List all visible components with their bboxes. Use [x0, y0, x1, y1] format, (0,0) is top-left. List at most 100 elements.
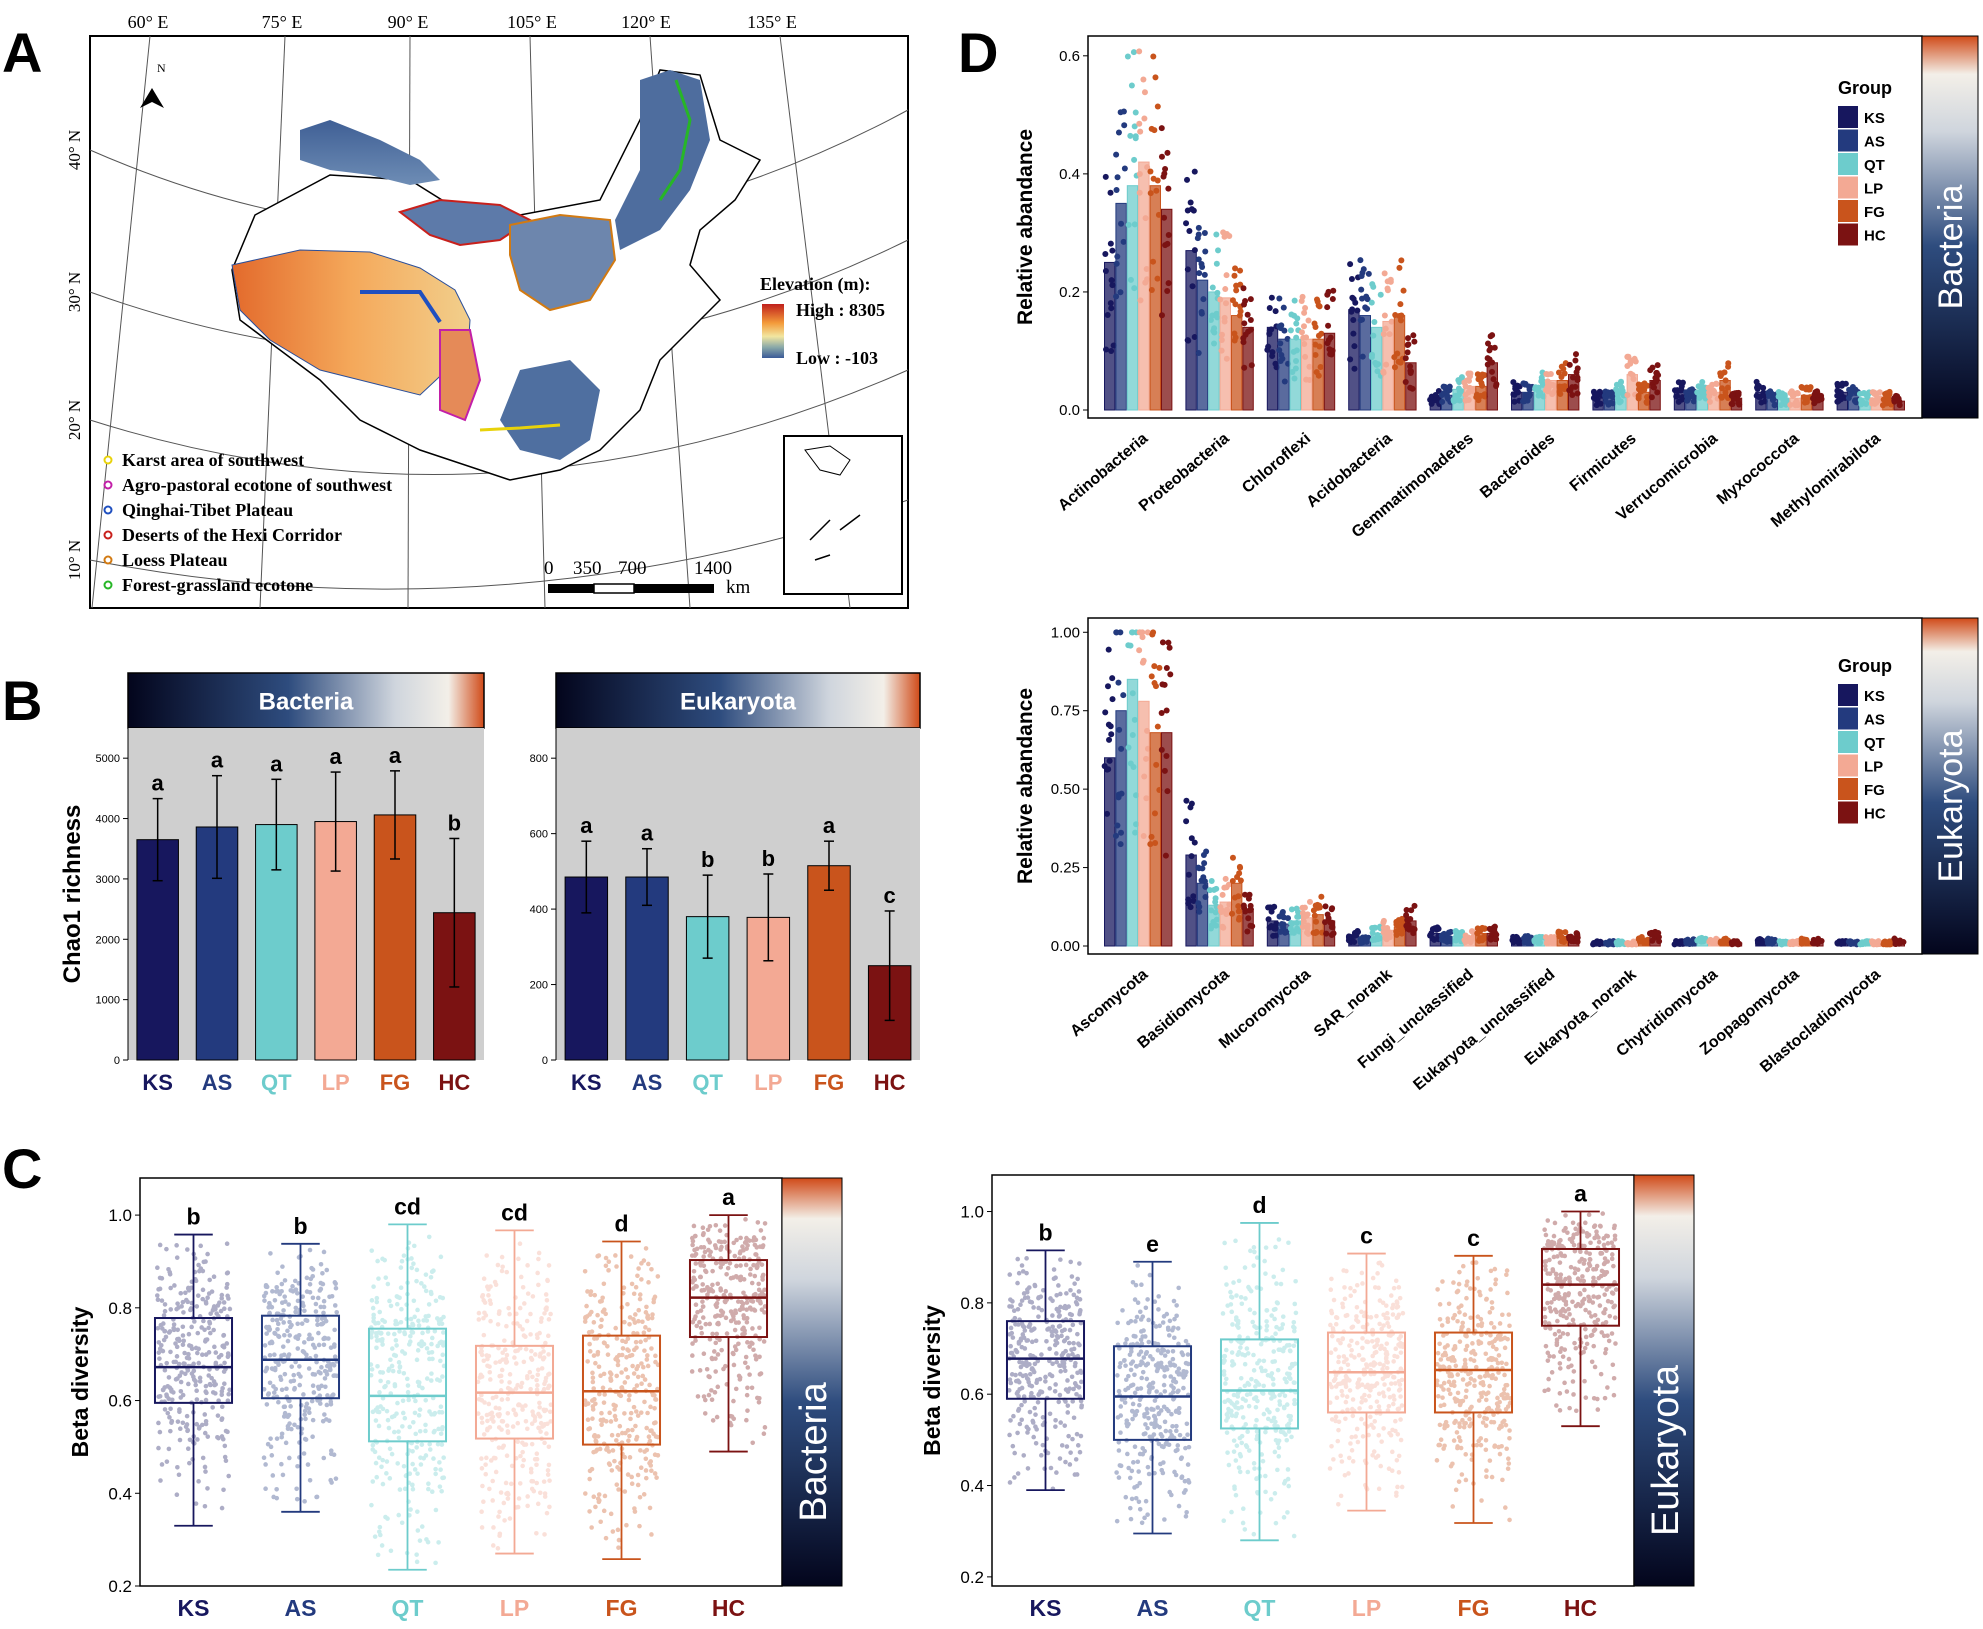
point-ks	[168, 1387, 174, 1392]
point-as	[315, 1384, 321, 1390]
point-ks	[1072, 1363, 1078, 1369]
point-as	[281, 1404, 287, 1410]
point-lp	[1336, 1338, 1341, 1343]
point-ks	[175, 1336, 180, 1342]
point-lp	[1397, 1344, 1403, 1349]
point-lp	[547, 1478, 552, 1483]
point-qt	[386, 1368, 391, 1373]
x-tick-label-lp: LP	[754, 1070, 782, 1095]
point-as	[288, 1324, 293, 1330]
point-as	[321, 1336, 326, 1342]
point-fg	[601, 1508, 607, 1514]
point-qt	[1263, 1368, 1268, 1374]
point-lp	[1339, 1459, 1345, 1464]
point-lp	[1336, 1419, 1342, 1425]
point-hc	[708, 1249, 713, 1255]
point-ks	[1013, 1321, 1018, 1327]
point-fg	[1463, 1452, 1469, 1457]
point-lp	[1340, 1336, 1346, 1341]
point-fg	[612, 1458, 617, 1464]
point-qt	[419, 1524, 425, 1529]
y-tick-label: 0.8	[960, 1294, 984, 1313]
point-fg	[651, 1299, 656, 1305]
point-lp	[1340, 1336, 1345, 1342]
sig-letter-lp: cd	[501, 1199, 528, 1225]
point-lp	[496, 1514, 501, 1519]
point-qt	[1244, 1444, 1250, 1450]
point-lp	[542, 1440, 547, 1446]
point-hc	[1558, 1312, 1563, 1318]
point-hc	[1562, 1295, 1567, 1300]
point-qt	[389, 1414, 395, 1420]
point-chloroflexi-qt	[1290, 348, 1297, 355]
x-tick-label-qt: QT	[261, 1070, 292, 1095]
point-hc	[1612, 1236, 1618, 1242]
point-hc	[700, 1225, 706, 1231]
point-as	[1149, 1406, 1154, 1412]
point-ks	[1025, 1295, 1031, 1300]
x-tick-label-ks: KS	[178, 1595, 210, 1621]
point-qt	[439, 1488, 444, 1494]
point-qt	[379, 1338, 385, 1344]
point-hc	[1585, 1267, 1591, 1272]
point-lp	[544, 1297, 550, 1303]
point-as	[322, 1368, 328, 1374]
point-qt	[1228, 1294, 1234, 1300]
point-as	[294, 1486, 299, 1492]
point-verrucomicrobia-qt	[1698, 386, 1705, 393]
point-ks	[219, 1392, 225, 1398]
point-lp	[515, 1321, 520, 1326]
point-ks	[184, 1297, 189, 1303]
point-as	[326, 1418, 332, 1423]
point-fg	[601, 1417, 606, 1423]
point-proteobacteria-lp	[1218, 336, 1225, 343]
point-as	[1143, 1351, 1149, 1357]
point-fg	[600, 1295, 605, 1301]
point-qt	[1262, 1258, 1267, 1264]
point-ks	[1022, 1295, 1028, 1301]
point-lp	[1397, 1295, 1403, 1301]
point-proteobacteria-lp	[1218, 331, 1225, 338]
point-ks	[1072, 1381, 1078, 1386]
point-fg	[1468, 1315, 1473, 1321]
point-lp	[542, 1408, 547, 1414]
point-ks	[1029, 1328, 1034, 1333]
point-lp	[512, 1355, 517, 1360]
point-qt	[1238, 1340, 1244, 1346]
point-ks	[1015, 1471, 1021, 1476]
point-qt	[1255, 1360, 1260, 1366]
point-qt	[436, 1318, 442, 1324]
point-as	[286, 1352, 292, 1357]
point-fg	[596, 1253, 602, 1258]
point-ks	[1051, 1267, 1057, 1272]
point-as	[1162, 1517, 1167, 1522]
point-hc	[747, 1305, 753, 1310]
point-firmicutes-fg	[1639, 381, 1646, 388]
point-verrucomicrobia-ks	[1677, 387, 1684, 394]
panel-letter-c: C	[2, 1137, 42, 1200]
point-hc	[1545, 1271, 1550, 1276]
point-lp	[529, 1421, 535, 1427]
point-proteobacteria-hc	[1240, 335, 1247, 342]
point-hc	[737, 1377, 743, 1382]
point-hc	[730, 1350, 736, 1356]
point-qt	[1242, 1383, 1248, 1389]
point-fg	[1438, 1403, 1444, 1409]
point-actinobacteria-fg	[1148, 286, 1155, 293]
point-fg	[627, 1353, 633, 1359]
point-as	[293, 1309, 298, 1315]
point-actinobacteria-ks	[1103, 346, 1110, 353]
point-fg	[1460, 1398, 1466, 1404]
point-as	[1179, 1350, 1185, 1355]
point-qt	[410, 1321, 415, 1327]
point-qt	[1293, 1278, 1298, 1284]
point-as	[267, 1327, 273, 1332]
point-lp	[539, 1316, 544, 1321]
point-ks	[207, 1321, 213, 1326]
point-as	[309, 1265, 314, 1271]
point-qt	[375, 1409, 380, 1414]
point-fg	[1441, 1387, 1446, 1392]
point-qt	[441, 1314, 446, 1320]
point-qt	[439, 1426, 445, 1432]
point-as	[1145, 1464, 1151, 1470]
